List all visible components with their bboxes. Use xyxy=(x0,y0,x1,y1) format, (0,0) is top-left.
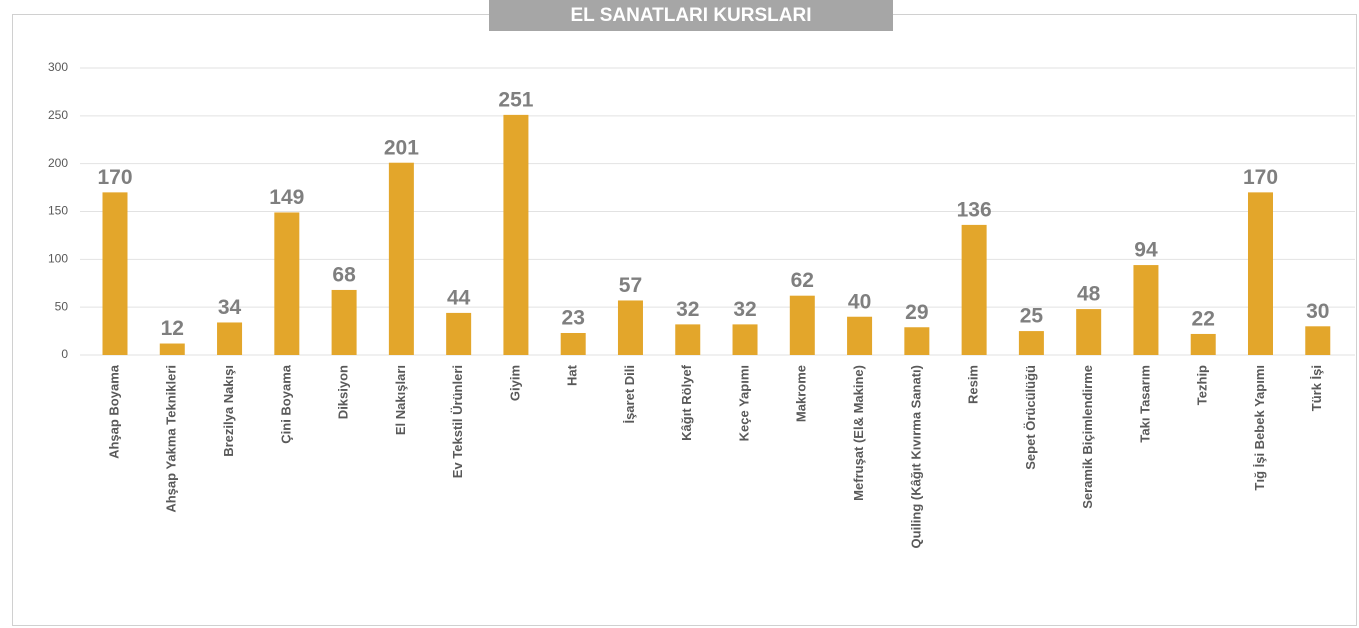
value-label: 136 xyxy=(957,198,992,221)
x-tick-label: Seramik Biçimlendirme xyxy=(1080,365,1095,509)
x-tick-label: Çini Boyama xyxy=(278,364,293,444)
x-tick-label: Ev Tekstil Ürünleri xyxy=(450,365,465,478)
y-tick-label: 250 xyxy=(48,108,68,122)
value-label: 23 xyxy=(562,307,585,330)
value-label: 68 xyxy=(332,263,356,286)
y-tick-label: 200 xyxy=(48,156,68,170)
x-tick-label: Makrome xyxy=(794,365,809,422)
value-label: 25 xyxy=(1020,305,1044,328)
value-label: 32 xyxy=(676,298,699,321)
x-tick-label: Giyim xyxy=(507,365,522,401)
value-label: 149 xyxy=(269,186,304,209)
x-tick-label: Keçe Yapımı xyxy=(736,365,751,441)
y-tick-label: 100 xyxy=(48,252,68,266)
x-tick-label: Ahşap Boyama xyxy=(106,364,121,459)
bar xyxy=(1018,331,1044,355)
bar xyxy=(675,324,701,355)
value-label: 40 xyxy=(848,290,871,313)
bar xyxy=(159,343,185,355)
bar xyxy=(1133,265,1159,355)
bar xyxy=(274,212,300,355)
bar xyxy=(331,289,357,355)
bar xyxy=(102,192,128,355)
bar xyxy=(961,224,987,355)
bar xyxy=(904,327,930,355)
value-label: 170 xyxy=(97,166,132,189)
x-tick-label: Diksiyon xyxy=(336,365,351,419)
x-tick-label: İşaret Dili xyxy=(622,365,637,424)
x-tick-label: Tığ İşi Bebek Yapımı xyxy=(1252,365,1267,490)
value-label: 170 xyxy=(1243,166,1278,189)
chart-title: EL SANATLARI KURSLARI xyxy=(570,5,811,26)
bar xyxy=(789,295,815,355)
x-tick-label: Quiling (Kâğıt Kıvırma Sanatı) xyxy=(908,365,923,548)
value-label: 48 xyxy=(1077,283,1101,306)
y-tick-label: 0 xyxy=(61,347,68,361)
y-tick-label: 300 xyxy=(48,60,68,74)
title-box xyxy=(489,0,893,31)
value-label: 251 xyxy=(498,88,533,111)
bar xyxy=(560,332,586,355)
value-label: 201 xyxy=(384,136,419,159)
bar xyxy=(617,300,643,355)
x-tick-label: Türk İşi xyxy=(1309,365,1324,411)
value-label: 62 xyxy=(791,269,814,292)
value-label: 30 xyxy=(1306,300,1329,323)
bar xyxy=(446,312,472,355)
value-label: 32 xyxy=(733,298,756,321)
bar xyxy=(388,162,414,355)
bar xyxy=(732,324,758,355)
value-label: 57 xyxy=(619,274,642,297)
x-tick-label: Mefruşat (El& Makine) xyxy=(851,365,866,501)
bar xyxy=(1190,333,1216,355)
x-tick-label: Ahşap Yakma Teknikleri xyxy=(164,365,179,513)
bar xyxy=(1247,192,1273,355)
y-tick-label: 150 xyxy=(48,204,68,218)
bar xyxy=(1305,326,1331,355)
value-label: 94 xyxy=(1134,239,1158,262)
x-tick-label: Kâğıt Rölyef xyxy=(679,364,694,441)
value-label: 29 xyxy=(905,301,928,324)
y-tick-label: 50 xyxy=(55,299,69,313)
x-tick-label: Sepet Örücülüğü xyxy=(1023,365,1038,470)
x-tick-label: Resim xyxy=(966,365,981,404)
value-label: 22 xyxy=(1192,308,1215,331)
x-tick-label: El Nakışları xyxy=(393,365,408,435)
value-label: 34 xyxy=(218,296,242,319)
value-label: 12 xyxy=(161,317,184,340)
x-tick-label: Takı Tasarım xyxy=(1137,365,1152,443)
bar xyxy=(847,316,873,355)
bar xyxy=(217,322,243,355)
x-tick-label: Hat xyxy=(565,364,580,386)
bar xyxy=(1076,309,1102,355)
x-tick-label: Brezilya Nakışı xyxy=(221,365,236,457)
x-tick-label: Tezhip xyxy=(1195,365,1210,405)
value-label: 44 xyxy=(447,286,471,309)
bar xyxy=(503,114,529,355)
